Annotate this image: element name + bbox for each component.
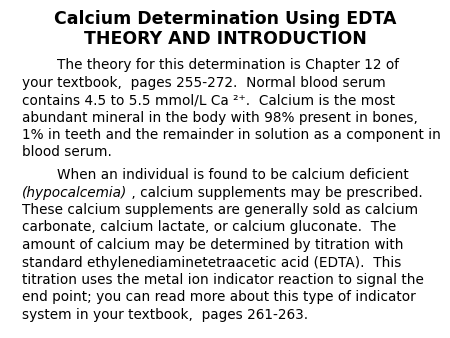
Text: standard ethylenediaminetetraacetic acid (EDTA).  This: standard ethylenediaminetetraacetic acid… [22, 256, 401, 269]
Text: your textbook,  pages 255-272.  Normal blood serum: your textbook, pages 255-272. Normal blo… [22, 75, 386, 90]
Text: Calcium Determination Using EDTA: Calcium Determination Using EDTA [54, 10, 396, 28]
Text: end point; you can read more about this type of indicator: end point; you can read more about this … [22, 290, 416, 305]
Text: (hypocalcemia): (hypocalcemia) [22, 186, 127, 199]
Text: amount of calcium may be determined by titration with: amount of calcium may be determined by t… [22, 238, 404, 252]
Text: titration uses the metal ion indicator reaction to signal the: titration uses the metal ion indicator r… [22, 273, 424, 287]
Text: 1% in teeth and the remainder in solution as a component in: 1% in teeth and the remainder in solutio… [22, 128, 441, 142]
Text: carbonate, calcium lactate, or calcium gluconate.  The: carbonate, calcium lactate, or calcium g… [22, 220, 396, 235]
Text: blood serum.: blood serum. [22, 145, 112, 160]
Text: THEORY AND INTRODUCTION: THEORY AND INTRODUCTION [84, 30, 366, 48]
Text: system in your textbook,  pages 261-263.: system in your textbook, pages 261-263. [22, 308, 308, 322]
Text: The theory for this determination is Chapter 12 of: The theory for this determination is Cha… [22, 58, 399, 72]
Text: When an individual is found to be calcium deficient: When an individual is found to be calciu… [22, 168, 409, 182]
Text: , calcium supplements may be prescribed.: , calcium supplements may be prescribed. [127, 186, 423, 199]
Text: contains 4.5 to 5.5 mmol/L Ca ²⁺.  Calcium is the most: contains 4.5 to 5.5 mmol/L Ca ²⁺. Calciu… [22, 93, 395, 107]
Text: These calcium supplements are generally sold as calcium: These calcium supplements are generally … [22, 203, 418, 217]
Text: abundant mineral in the body with 98% present in bones,: abundant mineral in the body with 98% pr… [22, 111, 418, 124]
